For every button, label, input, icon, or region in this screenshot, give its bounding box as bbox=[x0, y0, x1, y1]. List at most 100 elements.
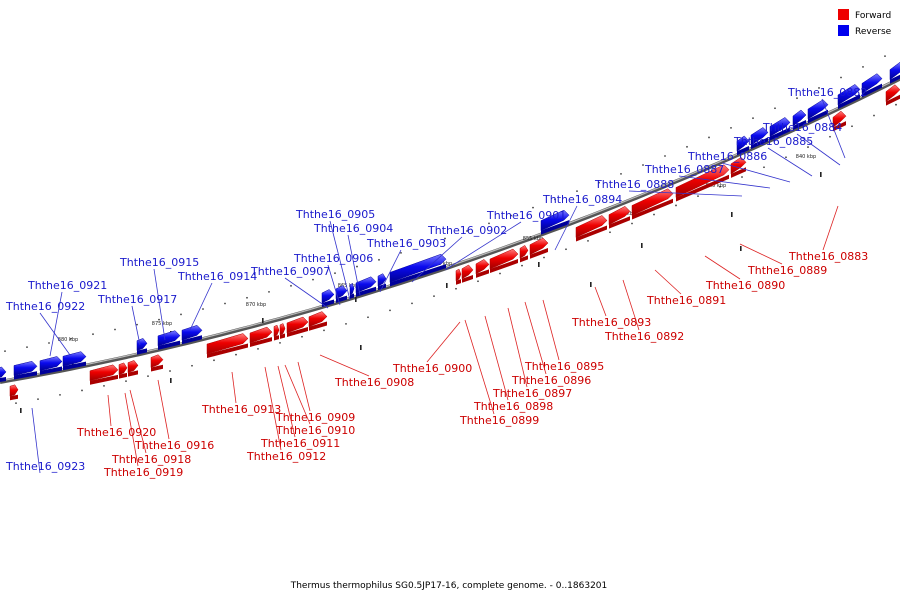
gene-arrow-0890[interactable] bbox=[675, 164, 730, 202]
gene-arrow-0904[interactable] bbox=[355, 276, 377, 297]
gene-label-0884[interactable]: Ththe16_0884 bbox=[762, 121, 842, 134]
gene-label-0887[interactable]: Ththe16_0887 bbox=[644, 163, 724, 176]
gene-label-0893[interactable]: Ththe16_0893 bbox=[571, 316, 651, 329]
gene-leader-0909 bbox=[297, 361, 311, 412]
gene-side bbox=[541, 220, 569, 235]
gene-label-0882[interactable]: Ththe16_0882 bbox=[787, 86, 867, 99]
gene-arrow-0898[interactable] bbox=[475, 259, 490, 278]
gene-arrow-0923[interactable] bbox=[0, 366, 7, 383]
gene-label-0901[interactable]: Ththe16_0901 bbox=[486, 209, 566, 222]
gene-label-0919[interactable]: Ththe16_0919 bbox=[103, 466, 183, 479]
gene-label-0885[interactable]: Ththe16_0885 bbox=[733, 135, 813, 148]
gene-label-0890[interactable]: Ththe16_0890 bbox=[705, 279, 785, 292]
gene-arrow-0910[interactable] bbox=[279, 323, 286, 339]
gene-arrow-0892[interactable] bbox=[608, 206, 631, 229]
gene-arrow-0922[interactable] bbox=[13, 361, 38, 380]
gene-arrow-0923[interactable] bbox=[9, 384, 19, 401]
gene-label-0916[interactable]: Ththe16_0916 bbox=[134, 439, 214, 452]
gene-arrow-0917[interactable] bbox=[136, 338, 148, 355]
gene-arrow-0908[interactable] bbox=[308, 311, 328, 331]
gene-arrow-0897[interactable] bbox=[489, 248, 519, 274]
gene-arrow-0909[interactable] bbox=[286, 316, 309, 337]
gene-arrow-0886[interactable] bbox=[769, 117, 791, 141]
gene-label-0912[interactable]: Ththe16_0912 bbox=[246, 450, 326, 463]
gene-label-0917[interactable]: Ththe16_0917 bbox=[97, 293, 177, 306]
gene-label-0904[interactable]: Ththe16_0904 bbox=[313, 222, 393, 235]
gene-arrow-0889[interactable] bbox=[730, 156, 747, 178]
gene-arrow-0912[interactable] bbox=[249, 326, 273, 347]
gene-arrow-0913[interactable] bbox=[206, 333, 249, 359]
gene-label-0892[interactable]: Ththe16_0892 bbox=[604, 330, 684, 343]
gene-label-0899[interactable]: Ththe16_0899 bbox=[459, 414, 539, 427]
gene-label-0891[interactable]: Ththe16_0891 bbox=[646, 294, 726, 307]
gene-arrow-0899[interactable] bbox=[461, 264, 474, 283]
gene-arrow-0902[interactable] bbox=[389, 253, 447, 287]
gene-arrow-0883[interactable] bbox=[885, 84, 900, 106]
gene-label-0883[interactable]: Ththe16_0883 bbox=[788, 250, 868, 263]
gene-arrow-0916[interactable] bbox=[150, 354, 164, 372]
gene-label-0886[interactable]: Ththe16_0886 bbox=[687, 150, 767, 163]
gene-arrow-0903[interactable] bbox=[377, 273, 387, 291]
gene-label-0910[interactable]: Ththe16_0910 bbox=[275, 424, 355, 437]
gene-label-0905[interactable]: Ththe16_0905 bbox=[295, 208, 375, 221]
scale-dot-lower bbox=[37, 398, 39, 400]
gene-label-0907[interactable]: Ththe16_0907 bbox=[250, 265, 330, 278]
gene-arrow-0882[interactable] bbox=[837, 84, 861, 109]
gene-arrow-0918[interactable] bbox=[127, 360, 139, 377]
gene-arrow-0900[interactable] bbox=[455, 268, 462, 285]
gene-label-0909[interactable]: Ththe16_0909 bbox=[275, 411, 355, 424]
gene-label-0894[interactable]: Ththe16_0894 bbox=[542, 193, 622, 206]
scale-dot-upper bbox=[708, 136, 710, 139]
gene-arrow-0919[interactable] bbox=[118, 362, 128, 379]
scale-dot-lower bbox=[455, 287, 457, 290]
gene-label-0897[interactable]: Ththe16_0897 bbox=[492, 387, 572, 400]
scale-dot-upper bbox=[862, 66, 864, 68]
gene-arrow-0915[interactable] bbox=[157, 330, 181, 350]
gene-arrow-0882[interactable] bbox=[889, 61, 900, 84]
gene-arrow-0907[interactable] bbox=[321, 289, 335, 307]
gene-arrow-0893[interactable] bbox=[575, 215, 608, 242]
gene-label-0898[interactable]: Ththe16_0898 bbox=[473, 400, 553, 413]
gene-arrow-0885[interactable] bbox=[792, 109, 807, 131]
gene-label-0911[interactable]: Ththe16_0911 bbox=[260, 437, 340, 450]
gene-label-0896[interactable]: Ththe16_0896 bbox=[511, 374, 591, 387]
gene-label-0902[interactable]: Ththe16_0902 bbox=[427, 224, 507, 237]
gene-label-0888[interactable]: Ththe16_0888 bbox=[594, 178, 674, 191]
gene-label-0921[interactable]: Ththe16_0921 bbox=[27, 279, 107, 292]
gene-arrow-0905[interactable] bbox=[349, 283, 355, 299]
gene-arrow-0894[interactable] bbox=[540, 209, 570, 235]
gene-label-0906[interactable]: Ththe16_0906 bbox=[293, 252, 373, 265]
gene-arrow-0896[interactable] bbox=[519, 245, 529, 263]
gene-arrow-0891[interactable] bbox=[631, 188, 674, 220]
gene-label-0913[interactable]: Ththe16_0913 bbox=[201, 403, 281, 416]
gene-arrow-0887[interactable] bbox=[750, 127, 769, 150]
gene-label-0922[interactable]: Ththe16_0922 bbox=[5, 300, 85, 313]
gene-arrow-0920[interactable] bbox=[89, 364, 119, 385]
gene-label-0889[interactable]: Ththe16_0889 bbox=[747, 264, 827, 277]
backbone-highlight bbox=[0, 77, 900, 382]
gene-label-0914[interactable]: Ththe16_0914 bbox=[177, 270, 257, 283]
gene-arrow-0911[interactable] bbox=[273, 324, 280, 341]
gene-label-0908[interactable]: Ththe16_0908 bbox=[334, 376, 414, 389]
scale-dot-lower bbox=[213, 359, 215, 362]
gene-arrow-0883[interactable] bbox=[832, 110, 847, 132]
gene-leader-0919 bbox=[124, 392, 139, 467]
gene-arrow-0914[interactable] bbox=[181, 325, 203, 345]
gene-label-0900[interactable]: Ththe16_0900 bbox=[392, 362, 472, 375]
gene-side bbox=[390, 264, 446, 287]
gene-label-0903[interactable]: Ththe16_0903 bbox=[366, 237, 446, 250]
gene-label-0895[interactable]: Ththe16_0895 bbox=[524, 360, 604, 373]
gene-label-0920[interactable]: Ththe16_0920 bbox=[76, 426, 156, 439]
gene-arrow-0920[interactable] bbox=[62, 351, 87, 371]
scale-dot-upper bbox=[312, 278, 314, 281]
gene-side bbox=[274, 335, 279, 341]
gene-leader-0918 bbox=[129, 389, 147, 454]
gene-label-0915[interactable]: Ththe16_0915 bbox=[119, 256, 199, 269]
gene-arrow-0921[interactable] bbox=[39, 356, 63, 375]
gene-label-0923[interactable]: Ththe16_0923 bbox=[5, 460, 85, 473]
gene-arrow-0882[interactable] bbox=[861, 73, 883, 98]
gene-arrow-0888[interactable] bbox=[736, 135, 750, 156]
gene-arrow-0895[interactable] bbox=[529, 237, 549, 259]
scale-dot-lower bbox=[301, 335, 303, 338]
gene-label-0918[interactable]: Ththe16_0918 bbox=[111, 453, 191, 466]
